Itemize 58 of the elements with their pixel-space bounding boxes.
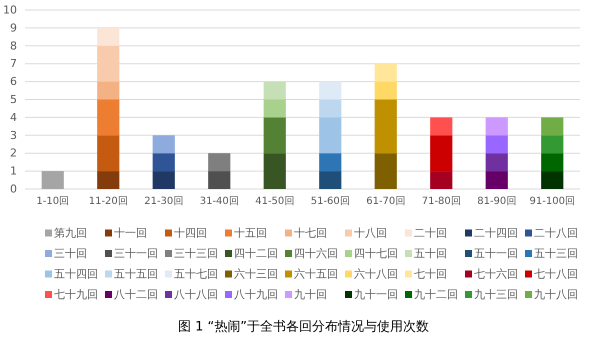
y-tick-label: 5 — [10, 93, 17, 106]
x-tick-label: 91-100回 — [530, 196, 575, 208]
legend-label: 六十三回 — [234, 268, 278, 280]
y-tick-label: 8 — [10, 39, 17, 52]
legend-label: 五十四回 — [54, 268, 98, 280]
y-tick-label: 1 — [10, 164, 17, 178]
y-tick-label: 6 — [10, 75, 17, 88]
y-tick-label: 4 — [10, 110, 17, 124]
legend-label: 五十回 — [414, 247, 447, 260]
legend-label: 第九回 — [54, 226, 87, 240]
x-tick-label: 11-20回 — [88, 196, 128, 208]
legend-label: 十五回 — [234, 226, 267, 240]
x-tick-label: 21-30回 — [144, 196, 184, 208]
legend-label: 四十七回 — [354, 247, 398, 260]
legend-label: 九十回 — [294, 288, 327, 301]
legend-label: 五十一回 — [474, 247, 518, 260]
x-tick-label: 31-40回 — [200, 196, 239, 208]
legend-label: 四十六回 — [294, 247, 338, 260]
legend-label: 九十二回 — [414, 288, 458, 301]
text: 图 1 “热闹”于全书各回分布情况与使用次数 — [178, 320, 430, 334]
legend-label: 四十二回 — [234, 247, 278, 260]
legend-label: 五十五回 — [114, 268, 158, 280]
legend-label: 九十一回 — [354, 288, 398, 301]
x-tick-label: 41-50回 — [255, 196, 294, 208]
legend-label: 六十八回 — [354, 268, 398, 280]
legend-label: 九十三回 — [474, 288, 518, 301]
x-tick-label: 61-70回 — [366, 196, 406, 208]
legend-label: 二十八回 — [534, 226, 578, 240]
legend-label: 十四回 — [174, 226, 207, 240]
legend-label: 二十回 — [414, 226, 447, 240]
x-tick-label: 51-60回 — [310, 196, 350, 208]
y-tick-label: 7 — [10, 57, 17, 70]
legend-label: 八十八回 — [174, 288, 218, 301]
legend-label: 三十三回 — [174, 247, 218, 260]
legend-label: 五十三回 — [534, 247, 578, 260]
y-tick-label: 3 — [10, 128, 17, 142]
legend-label: 三十回 — [54, 247, 87, 260]
x-tick-label: 1-10回 — [36, 196, 70, 208]
legend-label: 八十二回 — [114, 288, 158, 301]
x-tick-label: 81-90回 — [477, 196, 516, 208]
legend-label: 十七回 — [294, 226, 327, 240]
legend-label: 八十九回 — [234, 288, 278, 301]
legend-label: 十八回 — [354, 226, 387, 240]
legend-label: 七十回 — [414, 268, 447, 280]
y-tick-label: 9 — [10, 21, 17, 34]
legend-label: 七十九回 — [54, 288, 98, 301]
y-tick-label: 10 — [3, 4, 17, 17]
legend-label: 六十五回 — [294, 268, 338, 280]
legend-label: 十一回 — [114, 226, 147, 240]
legend-label: 九十八回 — [534, 288, 578, 301]
y-tick-label: 0 — [10, 182, 17, 196]
legend-label: 五十七回 — [174, 268, 218, 280]
legend-label: 七十六回 — [474, 268, 518, 280]
legend-label: 七十八回 — [534, 268, 578, 280]
y-tick-label: 2 — [10, 146, 17, 160]
legend-label: 二十四回 — [474, 226, 518, 240]
legend-label: 三十一回 — [114, 247, 158, 260]
x-tick-label: 71-80回 — [422, 196, 461, 208]
